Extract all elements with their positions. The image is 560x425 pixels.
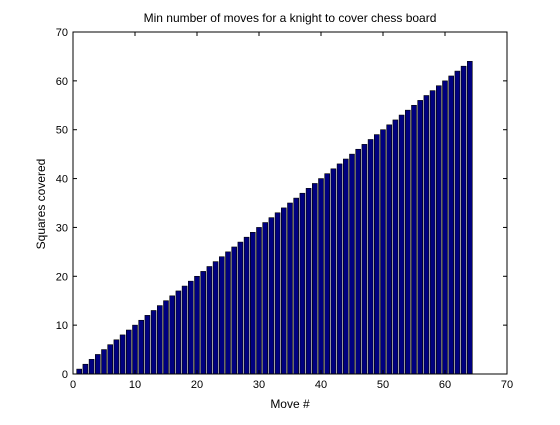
- bar: [82, 363, 89, 375]
- bar: [163, 300, 169, 375]
- y-tick-label: 0: [62, 369, 68, 381]
- x-tick-label: 0: [70, 379, 76, 391]
- bar: [157, 305, 163, 375]
- bar: [281, 207, 287, 375]
- bar: [442, 80, 448, 375]
- bar: [175, 290, 182, 375]
- bar: [237, 241, 244, 375]
- bar: [194, 275, 200, 375]
- bar: [188, 280, 194, 375]
- bar: [132, 324, 138, 375]
- bar: [107, 344, 113, 375]
- bar: [119, 334, 126, 375]
- y-tick-label: 30: [56, 222, 68, 234]
- bar: [349, 153, 355, 375]
- bar: [126, 329, 132, 375]
- bar: [454, 70, 461, 375]
- x-tick-label: 10: [129, 379, 141, 391]
- x-tick-label: 60: [439, 379, 451, 391]
- bar: [225, 251, 231, 375]
- bar: [448, 75, 454, 375]
- bar: [113, 339, 120, 375]
- bar: [274, 212, 281, 375]
- x-axis-label: Move #: [270, 397, 310, 411]
- bar: [374, 134, 380, 375]
- x-tick-label: 70: [501, 379, 513, 391]
- x-tick-label: 40: [315, 379, 327, 391]
- bar: [231, 246, 237, 375]
- axes-layer: [72, 31, 508, 375]
- bar: [138, 319, 144, 375]
- bar: [243, 236, 250, 375]
- bar: [324, 173, 330, 375]
- bar: [343, 158, 349, 375]
- y-tick-label: 40: [56, 174, 68, 186]
- bar: [169, 295, 175, 375]
- bar: [405, 109, 411, 375]
- bar: [256, 227, 262, 375]
- bar: [392, 119, 399, 375]
- bar: [429, 90, 436, 375]
- bar: [76, 368, 82, 375]
- bar: [212, 261, 219, 375]
- bar: [262, 222, 268, 375]
- bar: [200, 271, 206, 375]
- bar: [398, 114, 405, 375]
- bar: [293, 197, 299, 375]
- y-tick-label: 10: [56, 320, 68, 332]
- x-tick-label: 30: [253, 379, 265, 391]
- bar: [436, 85, 442, 375]
- x-tick-label: 50: [377, 379, 389, 391]
- bar: [417, 100, 423, 375]
- bar: [181, 285, 188, 375]
- bar: [367, 139, 374, 375]
- bar: [95, 354, 101, 375]
- bar: [299, 192, 306, 375]
- bar: [88, 359, 95, 375]
- y-tick-label: 50: [56, 125, 68, 137]
- bar: [467, 61, 473, 375]
- bar: [206, 266, 213, 375]
- chart-title: Min number of moves for a knight to cove…: [144, 11, 437, 25]
- bar: [361, 144, 368, 375]
- x-tick-label: 20: [191, 379, 203, 391]
- plot-frame: [72, 31, 508, 375]
- bar: [312, 183, 318, 375]
- bar: [318, 178, 324, 375]
- bar: [287, 202, 293, 375]
- bar: [101, 349, 107, 375]
- y-tick-label: 60: [56, 76, 68, 88]
- bar: [144, 315, 151, 375]
- bar: [150, 310, 157, 375]
- bar: [330, 168, 337, 375]
- bar: [305, 188, 312, 375]
- bar: [268, 217, 275, 375]
- bar: [336, 163, 343, 375]
- bar: [386, 124, 392, 375]
- y-tick-label: 20: [56, 271, 68, 283]
- bar: [250, 232, 256, 375]
- bar: [411, 104, 417, 375]
- bar: [355, 148, 361, 375]
- bars-layer: [76, 61, 473, 375]
- ticks-layer: 0 10 20 30 40 50 60 70 0 10 20 30 40 50 60 70: [56, 27, 513, 391]
- y-axis-label: Squares covered: [34, 159, 48, 250]
- bar: [460, 65, 467, 375]
- y-tick-label: 70: [56, 27, 68, 39]
- bar: [423, 95, 430, 375]
- bar: [219, 256, 225, 375]
- bar: [380, 129, 386, 375]
